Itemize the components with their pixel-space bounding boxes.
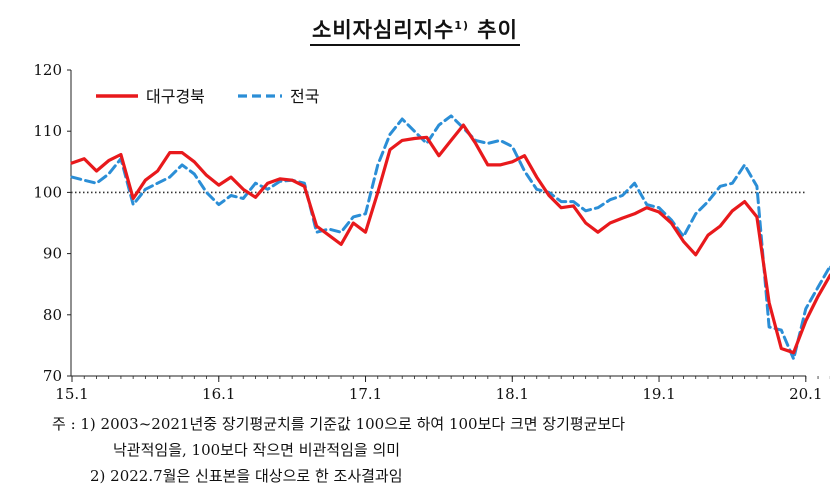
- legend: 대구경북 전국: [96, 87, 319, 106]
- axes: 70809010011012015.116.117.118.119.120.12…: [33, 61, 830, 403]
- legend-label-national: 전국: [290, 87, 319, 106]
- x-tick-label: 19.1: [642, 385, 675, 403]
- series-lines: [70, 114, 830, 361]
- x-tick-label: 18.1: [496, 385, 529, 403]
- chart-title: 소비자심리지수1) 추이: [0, 14, 830, 46]
- note-line-1: 주 : 1) 2003~2021년중 장기평균치를 기준값 100으로 하여 1…: [52, 415, 626, 433]
- x-tick-label: 20.1: [789, 385, 822, 403]
- x-tick-label: 16.1: [202, 385, 235, 403]
- title-text: 소비자심리지수: [312, 18, 455, 42]
- y-tick-label: 80: [43, 306, 62, 324]
- note-line-2: 낙관적임을, 100보다 작으면 비관적임을 의미: [113, 441, 401, 459]
- y-tick-label: 100: [33, 183, 62, 201]
- y-tick-label: 90: [43, 245, 62, 263]
- legend-label-daegu: 대구경북: [146, 87, 205, 106]
- title-footnote-mark: 1): [454, 19, 469, 32]
- line-chart: 70809010011012015.116.117.118.119.120.12…: [33, 61, 830, 403]
- series-national-line: [70, 114, 830, 361]
- series-daegu-gyeongbuk-line: [70, 123, 830, 355]
- x-tick-label: 17.1: [349, 385, 382, 403]
- title-suffix: 추이: [468, 18, 518, 42]
- y-tick-label: 110: [33, 122, 62, 140]
- y-tick-label: 70: [43, 367, 62, 385]
- x-tick-label: 15.1: [55, 385, 88, 403]
- note-line-3: 2) 2022.7월은 신표본을 대상으로 한 조사결과임: [90, 467, 403, 485]
- y-tick-label: 120: [33, 61, 62, 79]
